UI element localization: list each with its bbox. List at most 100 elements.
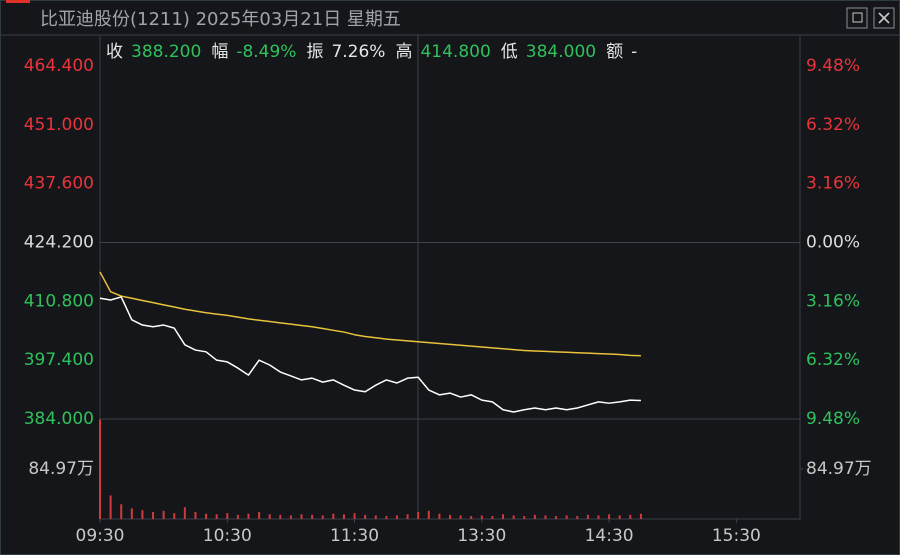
quote-value: 414.800 bbox=[420, 42, 491, 62]
volume-bar bbox=[576, 516, 579, 519]
volume-bar bbox=[449, 514, 451, 519]
volume-bar bbox=[385, 516, 388, 519]
y2-tick-label: 6.32% bbox=[806, 115, 860, 135]
volume-bar bbox=[183, 507, 186, 519]
volume-bar bbox=[162, 510, 165, 519]
volume-tick-label-right: 84.97万 bbox=[806, 459, 872, 479]
volume-bar bbox=[565, 515, 568, 519]
x-tick-label: 10:30 bbox=[203, 526, 252, 546]
volume-bar bbox=[364, 514, 367, 519]
volume-bar bbox=[533, 514, 536, 519]
quote-value: 7.26% bbox=[331, 42, 386, 62]
y-tick-label: 384.000 bbox=[24, 409, 94, 429]
volume-bar bbox=[438, 513, 441, 519]
y2-tick-label: 6.32% bbox=[806, 350, 860, 370]
y2-tick-label: 3.16% bbox=[806, 291, 860, 311]
quote-label: 额 bbox=[606, 42, 624, 62]
x-tick-label: 13:30 bbox=[457, 526, 506, 546]
volume-bar bbox=[311, 514, 314, 519]
volume-bar bbox=[300, 514, 303, 519]
volume-bar bbox=[321, 515, 324, 519]
quote-item: 振 7.26% bbox=[306, 37, 385, 62]
restore-button[interactable] bbox=[846, 7, 868, 29]
volume-bar bbox=[141, 510, 144, 519]
volume-bar bbox=[226, 513, 229, 519]
volume-bar bbox=[120, 504, 123, 519]
y-tick-label: 397.400 bbox=[24, 350, 94, 370]
volume-bar bbox=[555, 516, 558, 519]
volume-bar bbox=[268, 514, 271, 519]
quote-label: 幅 bbox=[211, 42, 229, 62]
volume-bar bbox=[279, 514, 282, 519]
volume-bar bbox=[586, 514, 589, 519]
quote-value: - bbox=[631, 42, 638, 62]
quote-label: 收 bbox=[106, 42, 123, 62]
quote-row: 收 388.200 幅 -8.49% 振 7.26% 高 414.800 低 384.000 额 - bbox=[106, 37, 637, 62]
volume-bar bbox=[417, 511, 420, 519]
volume-bar bbox=[480, 515, 483, 519]
quote-value: 384.000 bbox=[525, 42, 597, 62]
volume-bar bbox=[512, 515, 515, 519]
quote-label: 高 bbox=[395, 42, 413, 62]
volume-bar bbox=[597, 515, 600, 519]
volume-bar bbox=[395, 515, 398, 519]
volume-bar bbox=[427, 510, 430, 519]
y2-tick-label: 0.00% bbox=[806, 233, 860, 253]
quote-item: 额- bbox=[606, 37, 637, 62]
close-button[interactable] bbox=[873, 7, 895, 29]
volume-bar bbox=[289, 515, 292, 519]
y2-tick-label: 9.48% bbox=[806, 56, 860, 76]
quote-item: 收 388.200 bbox=[106, 37, 201, 62]
volume-bar bbox=[332, 513, 335, 519]
volume-bar bbox=[502, 514, 505, 519]
volume-bar bbox=[406, 514, 409, 519]
volume-bar bbox=[247, 513, 250, 519]
quote-item: 高 414.800 bbox=[395, 37, 490, 62]
close-icon bbox=[878, 12, 890, 24]
quote-label: 振 bbox=[306, 42, 324, 62]
price-line bbox=[99, 296, 641, 413]
volume-bar bbox=[342, 514, 345, 519]
y-tick-label: 424.200 bbox=[24, 233, 94, 253]
volume-bar bbox=[353, 513, 356, 519]
volume-bar bbox=[130, 508, 133, 519]
y-tick-label: 437.600 bbox=[24, 174, 94, 194]
volume-bar bbox=[629, 514, 632, 519]
y-tick-label: 451.000 bbox=[24, 115, 94, 135]
chart-title: 比亚迪股份(1211) 2025年03月21日 星期五 bbox=[40, 9, 401, 30]
y2-tick-label: 9.48% bbox=[806, 409, 860, 429]
price-line bbox=[99, 271, 641, 357]
x-tick-label: 14:30 bbox=[585, 526, 634, 546]
quote-value: -8.49% bbox=[236, 42, 297, 62]
y2-tick-label: 3.16% bbox=[806, 174, 860, 194]
volume-tick-label: 84.97万 bbox=[28, 459, 94, 479]
volume-bar bbox=[639, 513, 642, 519]
volume-bar bbox=[152, 511, 155, 519]
volume-bar bbox=[194, 511, 197, 519]
y-tick-label: 464.400 bbox=[24, 56, 94, 76]
volume-bar bbox=[236, 514, 239, 519]
volume-bar bbox=[173, 513, 176, 519]
volume-bar bbox=[99, 419, 101, 519]
x-tick-label: 09:30 bbox=[76, 526, 125, 546]
volume-bar bbox=[618, 515, 621, 519]
volume-bar bbox=[544, 515, 547, 519]
x-tick-label: 15:30 bbox=[712, 526, 761, 546]
volume-bar bbox=[608, 514, 611, 519]
plot-layer: 464.400 451.000 437.600 424.200 410.800 397.4… bbox=[24, 35, 872, 546]
volume-bar bbox=[109, 495, 112, 519]
quote-value: 388.200 bbox=[131, 42, 202, 62]
volume-bar bbox=[459, 515, 462, 519]
quote-label: 低 bbox=[500, 42, 518, 62]
volume-bar bbox=[470, 516, 473, 519]
volume-bar bbox=[491, 516, 494, 519]
volume-bar bbox=[374, 515, 377, 519]
volume-bar bbox=[205, 513, 208, 519]
x-tick-label: 11:30 bbox=[330, 526, 379, 546]
volume-bar bbox=[215, 514, 218, 519]
quote-item: 低 384.000 bbox=[501, 37, 596, 62]
restore-icon bbox=[852, 12, 863, 23]
volume-bar bbox=[523, 516, 526, 519]
